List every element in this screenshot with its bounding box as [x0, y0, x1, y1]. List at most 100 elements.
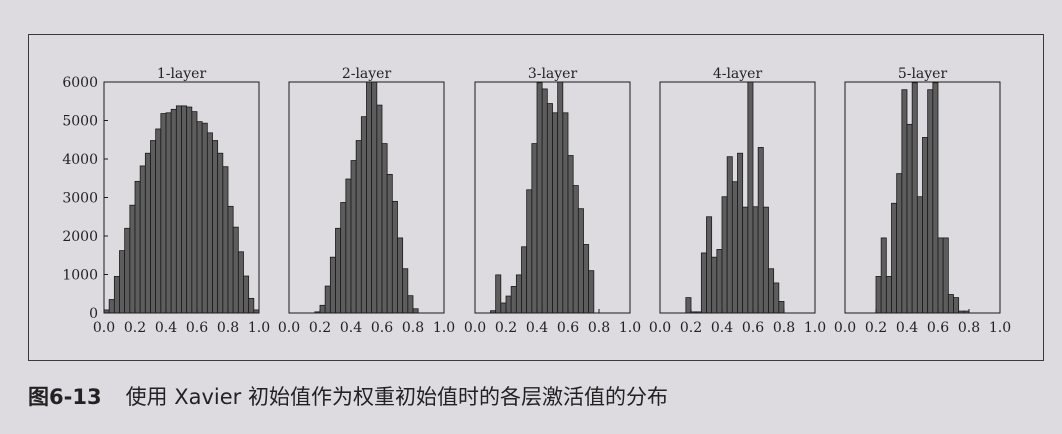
histogram-bar [515, 274, 522, 314]
histogram-bar [896, 173, 903, 314]
histogram-bar [572, 185, 579, 314]
histogram-bar [562, 112, 569, 314]
axes-frame [659, 81, 816, 314]
histogram-bar [953, 297, 960, 314]
x-tick-label: 0.2 [865, 320, 887, 336]
caption-figure-number: 6-13 [49, 385, 102, 409]
histogram-bar [875, 276, 882, 314]
x-tick-label: 0.4 [896, 320, 918, 336]
x-tick-label: 0.8 [958, 320, 980, 336]
x-tick-label: 0.6 [742, 320, 764, 336]
histogram-bar [778, 301, 785, 314]
x-tick-label: 0.0 [649, 320, 671, 336]
y-tick-label: 2000 [62, 229, 98, 245]
histogram-bar [360, 116, 367, 314]
histogram-bar [557, 81, 564, 314]
x-tick-label: 0.4 [155, 320, 177, 336]
x-tick-label: 0.8 [773, 320, 795, 336]
histogram-bar [583, 244, 590, 314]
histogram-bar [243, 275, 250, 314]
histogram-bar [726, 156, 733, 314]
histogram-bar [552, 112, 559, 314]
histogram-bar [402, 268, 409, 314]
x-tick-label: 0.8 [588, 320, 610, 336]
histogram-bar [355, 140, 362, 314]
histogram-bar [731, 181, 738, 314]
histogram-bar [222, 166, 229, 314]
panel-title: 3-layer [528, 66, 578, 82]
x-tick-label: 1.0 [433, 320, 455, 336]
histogram-bar [191, 111, 198, 314]
histogram-bar [742, 206, 749, 314]
figure-caption: 图6-13 使用 Xavier 初始值作为权重初始值时的各层激活值的分布 [28, 380, 668, 414]
histogram-bar [412, 308, 419, 314]
x-tick-label: 0.6 [371, 320, 393, 336]
histogram-bar [248, 297, 255, 314]
histogram-bar [170, 108, 177, 314]
histogram-bar [381, 143, 388, 314]
histogram-bar [201, 122, 208, 314]
histogram-bar [906, 123, 913, 314]
histogram-bar [927, 89, 934, 314]
y-tick-label: 0 [89, 306, 98, 322]
histogram-bar [350, 160, 357, 314]
x-tick-label: 0.0 [278, 320, 300, 336]
histogram-bar [345, 178, 352, 314]
histogram-bar [880, 237, 887, 314]
x-tick-label: 1.0 [804, 320, 826, 336]
histogram-bar [232, 226, 239, 314]
histogram-bar [891, 202, 898, 314]
panel-title: 2-layer [342, 66, 392, 82]
axes-frame [474, 81, 631, 314]
x-tick-label: 0.4 [340, 320, 362, 336]
histogram-bar [386, 173, 393, 314]
histogram-bar [500, 302, 507, 314]
histogram-bar [108, 299, 115, 314]
histogram-bar [155, 128, 162, 314]
histogram-bar [186, 106, 193, 314]
histogram-bar [335, 227, 342, 314]
y-tick-label: 1000 [62, 268, 98, 284]
panel-title: 1-layer [157, 66, 207, 82]
histogram-bar [391, 200, 398, 314]
histogram-bar [227, 205, 234, 314]
histogram-bar [526, 189, 533, 314]
x-tick-label: 1.0 [989, 320, 1011, 336]
y-tick-label: 6000 [62, 75, 98, 91]
histogram-bar [206, 132, 213, 314]
x-tick-label: 0.0 [834, 320, 856, 336]
histogram-bar [716, 249, 723, 314]
x-tick-label: 0.4 [526, 320, 548, 336]
histogram-bar [329, 256, 336, 314]
x-tick-label: 0.2 [495, 320, 517, 336]
x-tick-label: 0.8 [402, 320, 424, 336]
x-tick-label: 0.4 [711, 320, 733, 336]
x-tick-label: 0.0 [93, 320, 115, 336]
histogram-bar [546, 103, 553, 314]
histogram-bar [510, 286, 517, 314]
x-tick-label: 0.6 [557, 320, 579, 336]
histogram-bar [397, 237, 404, 314]
histogram-bar [773, 282, 780, 314]
caption-figure-label: 图 [28, 385, 49, 409]
histogram-bar [942, 237, 949, 314]
histogram-bar [752, 206, 759, 314]
histogram-bar [721, 196, 728, 314]
histogram-bar [700, 252, 707, 314]
x-tick-label: 0.0 [464, 320, 486, 336]
histogram-bar [932, 82, 939, 314]
x-tick-label: 0.2 [680, 320, 702, 336]
histogram-bar [521, 246, 528, 314]
histogram-bar [737, 152, 744, 314]
histogram-bar [685, 297, 692, 314]
y-tick-label: 3000 [62, 191, 98, 207]
histogram-bar [768, 268, 775, 314]
histogram-bar [160, 113, 167, 314]
axes-frame [288, 81, 445, 314]
caption-text: 使用 Xavier 初始值作为权重初始值时的各层激活值的分布 [125, 385, 668, 409]
histogram-bar [531, 143, 538, 314]
histogram-bar [366, 81, 373, 314]
histogram-bar [175, 105, 182, 314]
histogram-bar [885, 276, 892, 314]
histogram-bar [371, 81, 378, 314]
